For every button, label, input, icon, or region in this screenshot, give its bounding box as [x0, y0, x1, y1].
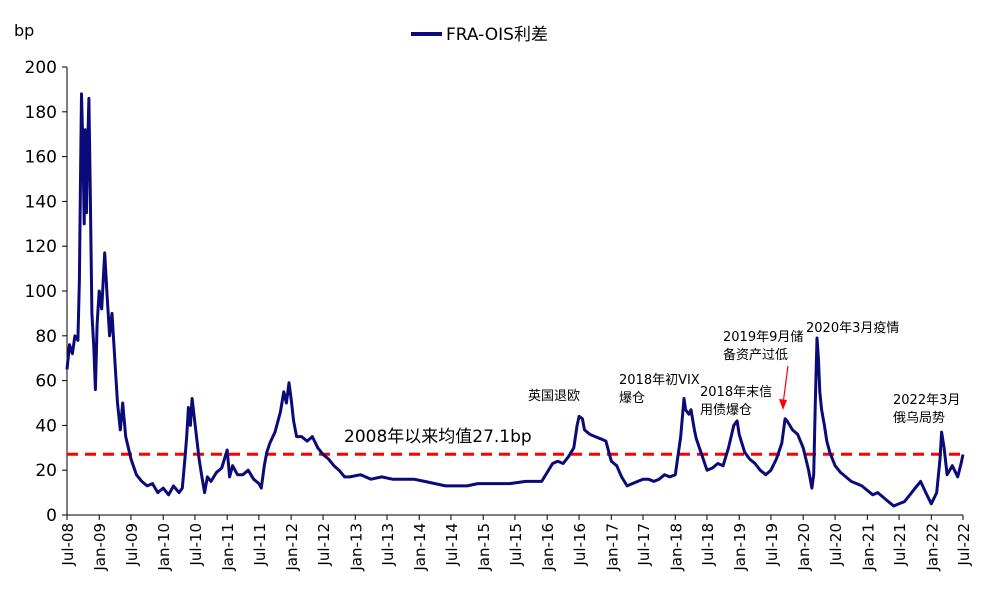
y-tick-label: 20 — [35, 461, 57, 481]
legend: FRA-OIS利差 — [411, 25, 548, 45]
y-axis: 0 20 40 60 80 100 120 140 160 180 200 — [25, 58, 68, 526]
annotation-line: 用债爆仓 — [700, 403, 752, 418]
annotation: 2020年3月疫情 — [806, 320, 899, 336]
x-tick-label: Jul-21 — [891, 523, 909, 567]
annotation-line: 俄乌局势 — [893, 410, 945, 426]
x-tick-label: Jul-19 — [763, 523, 781, 567]
annotation-line: 备资产过低 — [723, 347, 788, 363]
y-tick-label: 80 — [35, 327, 57, 347]
annotation-line: 英国退欧 — [528, 389, 580, 404]
annotation-line: 2019年9月储 — [723, 330, 803, 345]
x-tick-label: Jul-08 — [59, 523, 77, 567]
x-tick-label: Jan-15 — [475, 523, 493, 572]
annotation-line: 2022年3月 — [893, 393, 960, 408]
y-tick-label: 100 — [25, 282, 57, 302]
x-tick-label: Jul-16 — [571, 523, 589, 567]
y-tick-label: 200 — [25, 58, 57, 78]
y-tick-label: 60 — [35, 372, 57, 392]
x-tick-label: Jan-22 — [923, 523, 941, 572]
average-label: 2008年以来均值27.1bp — [344, 427, 532, 447]
annotation-line: 2020年3月疫情 — [806, 320, 899, 336]
x-tick-label: Jul-22 — [955, 523, 973, 567]
annotation-line: 2018年末信 — [700, 385, 772, 400]
x-tick-label: Jul-14 — [443, 523, 461, 567]
x-tick-label: Jul-15 — [507, 523, 525, 567]
x-tick-label: Jan-11 — [219, 523, 237, 572]
x-tick-label: Jan-17 — [603, 523, 621, 572]
x-tick-label: Jan-16 — [539, 523, 557, 572]
x-tick-label: Jul-20 — [827, 523, 845, 567]
x-tick-label: Jul-17 — [635, 523, 653, 567]
x-tick-label: Jan-18 — [667, 523, 685, 572]
series-layer — [65, 92, 965, 508]
annotation: 英国退欧 — [528, 389, 580, 404]
legend-label: FRA-OIS利差 — [446, 25, 548, 45]
y-tick-label: 40 — [35, 416, 57, 436]
annotation-line: 2018年初VIX — [619, 373, 700, 388]
x-tick-label: Jan-13 — [347, 523, 365, 572]
x-tick-label: Jan-10 — [155, 523, 173, 572]
y-tick-label: 120 — [25, 237, 57, 257]
y-tick-label: 140 — [25, 192, 57, 212]
x-tick-label: Jan-19 — [731, 523, 749, 572]
series-line — [65, 92, 965, 508]
annotation: 2018年初VIX 爆仓 — [619, 373, 700, 406]
x-tick-label: Jan-12 — [283, 523, 301, 572]
x-tick-label: Jul-18 — [699, 523, 717, 567]
annotation-arrow — [779, 365, 789, 410]
x-tick-label: Jan-21 — [859, 523, 877, 572]
x-tick-label: Jul-09 — [123, 523, 141, 567]
x-tick-label: Jan-20 — [795, 523, 813, 572]
x-tick-label: Jul-11 — [251, 523, 269, 567]
y-unit-label: bp — [14, 21, 34, 40]
x-tick-label: Jul-12 — [315, 523, 333, 567]
x-tick-label: Jan-09 — [91, 523, 109, 572]
arrow-head — [779, 399, 787, 410]
y-tick-label: 160 — [25, 148, 57, 168]
x-axis: Jul-08 Jan-09 Jul-09 Jan-10 Jul-10 Jan-11 Jul-… — [59, 514, 973, 572]
x-tick-label: Jul-10 — [187, 523, 205, 567]
annotation-line: 爆仓 — [619, 391, 645, 406]
x-tick-label: Jan-14 — [411, 523, 429, 572]
y-tick-label: 0 — [46, 506, 57, 526]
y-tick-label: 180 — [25, 103, 57, 123]
x-tick-label: Jul-13 — [379, 523, 397, 567]
arrow-shaft — [782, 365, 789, 405]
